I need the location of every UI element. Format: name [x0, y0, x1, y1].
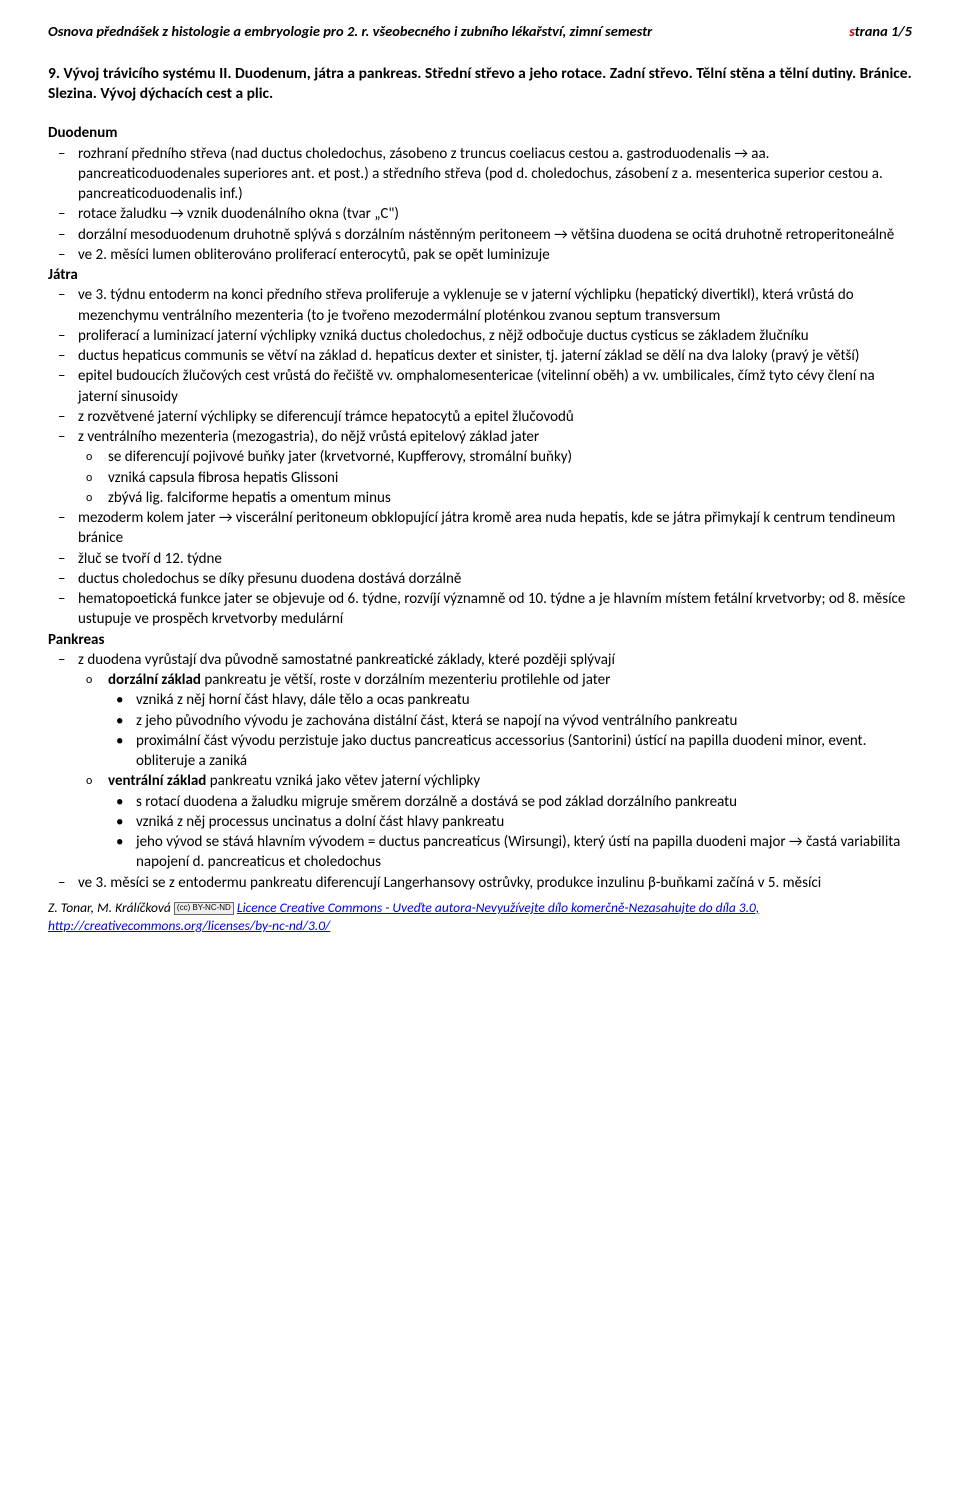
list-item: z jeho původního vývodu je zachována dis… — [108, 711, 912, 731]
section-duodenum-head: Duodenum — [48, 123, 912, 143]
duodenum-list: rozhraní předního střeva (nad ductus cho… — [48, 144, 912, 266]
list-item: se diferencují pojivové buňky jater (krv… — [78, 447, 912, 467]
dorzalni-bullets: vzniká z něj horní část hlavy, dále tělo… — [108, 690, 912, 771]
footer-authors: Z. Tonar, M. Králíčková — [48, 899, 174, 916]
list-item: proliferací a luminizací jaterní výchlip… — [48, 326, 912, 346]
list-item: ve 3. měsíci se z entodermu pankreatu di… — [48, 873, 912, 893]
jatra-sublist: se diferencují pojivové buňky jater (krv… — [78, 447, 912, 508]
list-item: z duodena vyrůstají dva původně samostat… — [48, 650, 912, 873]
list-item: ve 3. týdnu entoderm na konci předního s… — [48, 285, 912, 326]
list-item: z rozvětvené jaterní výchlipky se difere… — [48, 407, 912, 427]
header-title: Osnova přednášek z histologie a embryolo… — [48, 22, 652, 42]
list-item: žluč se tvoří d 12. týdne — [48, 549, 912, 569]
list-item: ventrální základ pankreatu vzniká jako v… — [78, 771, 912, 872]
section-jatra-head: Játra — [48, 265, 912, 285]
list-item: dorzální mesoduodenum druhotně splývá s … — [48, 225, 912, 245]
page-footer: Z. Tonar, M. Králíčková (cc) BY-NC-ND Li… — [48, 899, 912, 935]
list-item: mezoderm kolem jater → viscerální perito… — [48, 508, 912, 549]
section-pankreas-head: Pankreas — [48, 630, 912, 650]
list-item: ve 2. měsíci lumen obliterováno prolifer… — [48, 245, 912, 265]
list-item: rotace žaludku → vznik duodenálního okna… — [48, 204, 912, 224]
list-item: vzniká z něj processus uncinatus a dolní… — [108, 812, 912, 832]
list-item: proximální část vývodu perzistuje jako d… — [108, 731, 912, 772]
list-item: z ventrálního mezenteria (mezogastria), … — [48, 427, 912, 508]
list-item: s rotací duodena a žaludku migruje směre… — [108, 792, 912, 812]
list-item: rozhraní předního střeva (nad ductus cho… — [48, 144, 912, 205]
ventralni-bullets: s rotací duodena a žaludku migruje směre… — [108, 792, 912, 873]
list-item: ductus hepaticus communis se větví na zá… — [48, 346, 912, 366]
document-title: 9. Vývoj trávicího systému II. Duodenum,… — [48, 64, 912, 106]
cc-badge-icon: (cc) BY-NC-ND — [174, 902, 234, 914]
list-item: epitel budoucích žlučových cest vrůstá d… — [48, 366, 912, 407]
list-item: hematopoetická funkce jater se objevuje … — [48, 589, 912, 630]
jatra-list: ve 3. týdnu entoderm na konci předního s… — [48, 285, 912, 629]
list-item: vzniká z něj horní část hlavy, dále tělo… — [108, 690, 912, 710]
list-item: dorzální základ pankreatu je větší, rost… — [78, 670, 912, 771]
list-item: vzniká capsula fibrosa hepatis Glissoni — [78, 468, 912, 488]
list-item: ductus choledochus se díky přesunu duode… — [48, 569, 912, 589]
list-item: jeho vývod se stává hlavním vývodem = du… — [108, 832, 912, 873]
header-page: strana 1/5 — [849, 22, 912, 42]
page-header: Osnova přednášek z histologie a embryolo… — [48, 22, 912, 42]
pankreas-list: z duodena vyrůstají dva původně samostat… — [48, 650, 912, 893]
list-item: zbývá lig. falciforme hepatis a omentum … — [78, 488, 912, 508]
pankreas-sublist: dorzální základ pankreatu je větší, rost… — [78, 670, 912, 873]
